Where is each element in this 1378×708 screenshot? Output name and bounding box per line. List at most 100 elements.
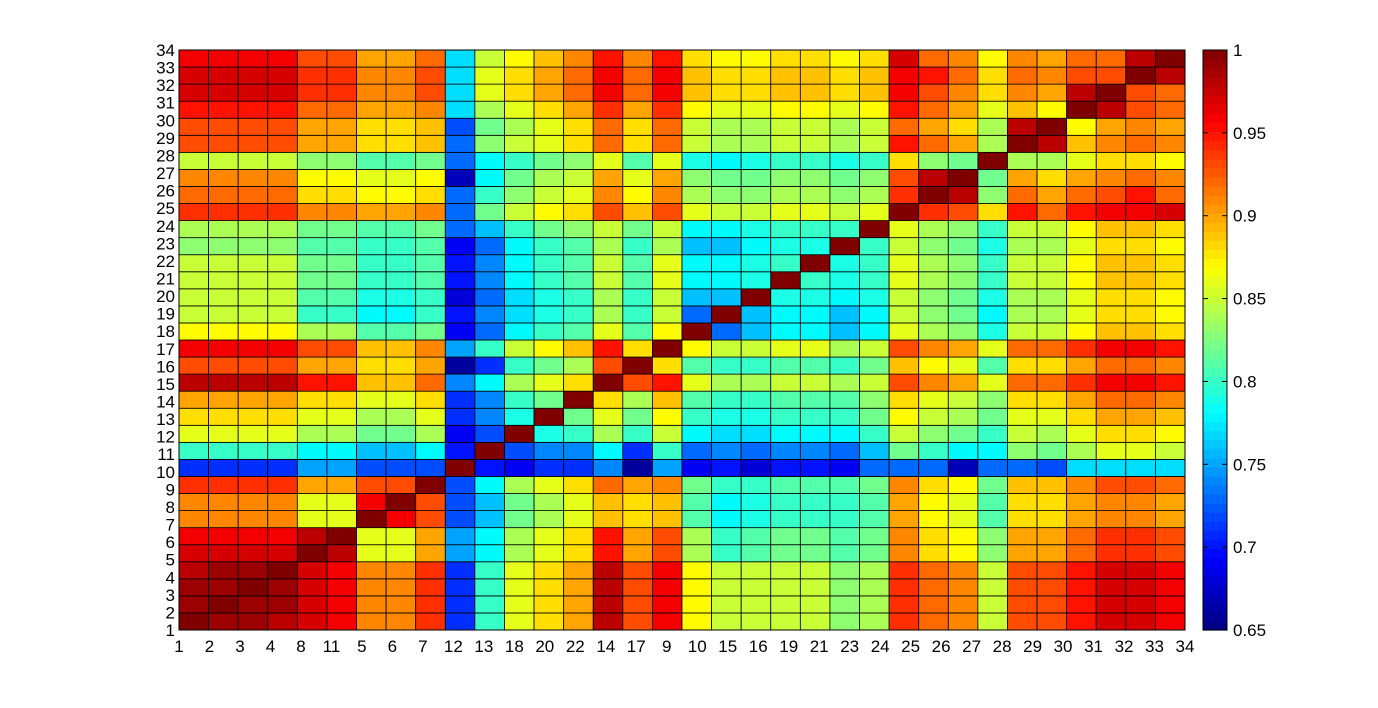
heatmap-cell (563, 373, 594, 392)
heatmap-cell (356, 254, 387, 273)
heatmap-cell (326, 66, 357, 85)
heatmap-cell (504, 203, 535, 221)
heatmap-cell (504, 117, 535, 136)
heatmap-cell (592, 66, 624, 85)
heatmap-cell (740, 510, 772, 529)
heatmap-cell (770, 186, 801, 204)
heatmap-cell (859, 595, 890, 614)
heatmap-cell (415, 49, 446, 68)
heatmap-cell (356, 441, 387, 460)
heatmap-cell (415, 561, 446, 580)
heatmap-cell (533, 220, 565, 239)
heatmap-cell (296, 305, 328, 324)
heatmap-cell (622, 407, 653, 426)
heatmap-cell (888, 254, 920, 273)
y-tick-label: 2 (166, 603, 175, 622)
heatmap-cell (1066, 373, 1097, 392)
heatmap-cell (356, 356, 387, 375)
heatmap-cell (947, 151, 979, 170)
heatmap-cell (918, 356, 949, 375)
heatmap-cell (356, 66, 387, 85)
heatmap-cell (622, 305, 653, 324)
heatmap-cell (385, 117, 417, 136)
heatmap-cell (326, 476, 357, 494)
colorbar (1202, 49, 1228, 631)
heatmap-cell (178, 407, 209, 426)
colorbar-segment (1203, 439, 1227, 450)
heatmap-cell (178, 510, 209, 529)
heatmap-cell (770, 220, 801, 239)
heatmap-cell (681, 527, 712, 546)
heatmap-cell (711, 49, 742, 68)
heatmap-cell (770, 544, 801, 563)
heatmap-cell (385, 254, 417, 273)
x-tick-label: 9 (662, 637, 671, 656)
heatmap-cell (740, 151, 772, 170)
heatmap-cell (1095, 305, 1127, 324)
heatmap-cell (415, 356, 446, 375)
heatmap-cell (888, 169, 920, 187)
heatmap-cell (947, 305, 979, 324)
heatmap-cell (237, 493, 269, 511)
heatmap-cell (770, 339, 801, 358)
heatmap-cell (415, 373, 446, 392)
heatmap-cell (888, 151, 920, 170)
heatmap-cell (474, 356, 505, 375)
heatmap-cell (296, 441, 328, 460)
heatmap-cell (237, 561, 269, 580)
heatmap-cell (326, 305, 357, 324)
heatmap-cell (622, 117, 653, 136)
heatmap-cell (918, 49, 949, 68)
heatmap-cell (296, 527, 328, 546)
heatmap-cell (947, 561, 979, 580)
heatmap-cell (533, 356, 565, 375)
heatmap-cell (178, 390, 209, 409)
heatmap-cell (563, 322, 594, 341)
heatmap-cell (296, 151, 328, 170)
heatmap-cell (681, 288, 712, 307)
heatmap-cell (444, 510, 476, 529)
heatmap-cell (533, 527, 565, 546)
heatmap-cell (326, 612, 357, 631)
heatmap-cell (356, 134, 387, 153)
heatmap-cell (237, 117, 269, 136)
heatmap-cell (652, 322, 683, 341)
heatmap-cell (415, 339, 446, 358)
heatmap-cell (415, 66, 446, 85)
colorbar-segment (1203, 430, 1227, 441)
heatmap-cell (947, 117, 979, 136)
heatmap-cell (681, 100, 712, 119)
heatmap-cell (444, 100, 476, 119)
heatmap-cell (533, 407, 565, 426)
heatmap-cell (474, 459, 505, 477)
heatmap-cell (356, 100, 387, 119)
plot-frame (178, 49, 1186, 631)
heatmap-cell (563, 203, 594, 221)
y-tick-label: 21 (156, 269, 175, 288)
heatmap-cell (977, 117, 1008, 136)
heatmap-cell (326, 373, 357, 392)
heatmap-cell (740, 493, 772, 511)
heatmap-cell (563, 339, 594, 358)
y-tick-label: 11 (157, 445, 175, 464)
x-tick-label: 8 (296, 637, 305, 656)
heatmap-cell (415, 578, 446, 597)
heatmap-cell (1007, 271, 1038, 290)
heatmap-cell (799, 407, 831, 426)
heatmap-cell (385, 390, 417, 409)
heatmap-cell (326, 203, 357, 221)
heatmap-cell (829, 493, 860, 511)
heatmap-cell (652, 271, 683, 290)
heatmap-cell (859, 459, 890, 477)
heatmap-cell (415, 117, 446, 136)
heatmap-cell (622, 134, 653, 153)
heatmap-cell (888, 203, 920, 221)
heatmap-cell (1155, 237, 1186, 256)
heatmap-cell (977, 151, 1008, 170)
heatmap-cell (208, 578, 239, 597)
heatmap-cell (563, 612, 594, 631)
heatmap-cell (474, 305, 505, 324)
heatmap-cell (740, 424, 772, 443)
colorbar-segment (1203, 385, 1227, 395)
heatmap-cell (1095, 83, 1127, 102)
